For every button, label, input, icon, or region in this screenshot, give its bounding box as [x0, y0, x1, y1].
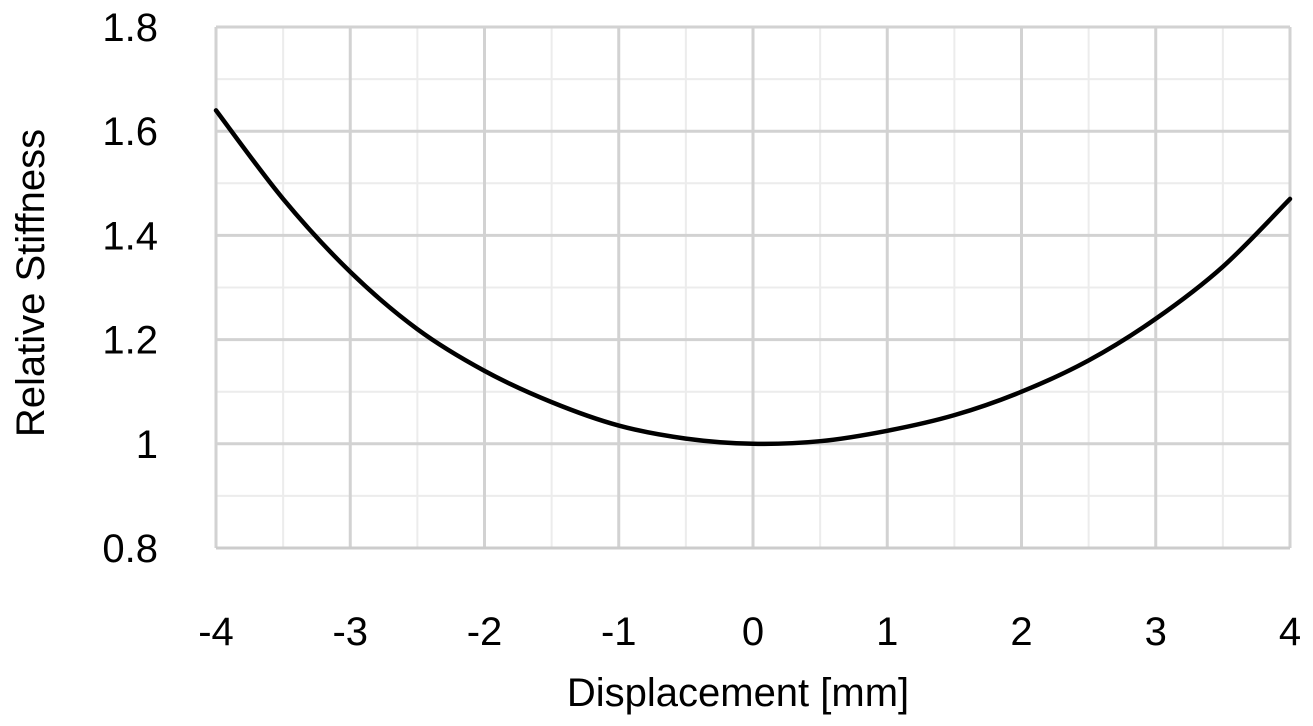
x-tick-label: 0 — [742, 610, 764, 654]
series-group — [213, 108, 1293, 447]
series-line — [213, 108, 1293, 447]
x-axis-title: Displacement [mm] — [567, 671, 909, 715]
y-tick-label: 1.4 — [102, 214, 158, 258]
y-tick-label: 1.2 — [102, 319, 158, 363]
x-tick-label: 1 — [876, 610, 898, 654]
y-tick-label: 0.8 — [102, 527, 158, 571]
y-axis-title: Relative Stiffness — [9, 129, 53, 437]
y-tick-label: 1 — [136, 423, 158, 467]
x-tick-label: 2 — [1010, 610, 1032, 654]
x-tick-label: -1 — [601, 610, 637, 654]
y-tick-label: 1.6 — [102, 110, 158, 154]
x-tick-label: 3 — [1145, 610, 1167, 654]
x-tick-label: -3 — [332, 610, 368, 654]
y-tick-label: 1.8 — [102, 6, 158, 50]
x-tick-label: -2 — [467, 610, 503, 654]
x-tick-label: 4 — [1279, 610, 1301, 654]
x-tick-labels: -4 -3 -2 -1 0 1 2 3 4 — [198, 610, 1301, 654]
x-tick-label: -4 — [198, 610, 234, 654]
y-tick-labels: 0.8 1 1.2 1.4 1.6 1.8 — [102, 6, 158, 571]
